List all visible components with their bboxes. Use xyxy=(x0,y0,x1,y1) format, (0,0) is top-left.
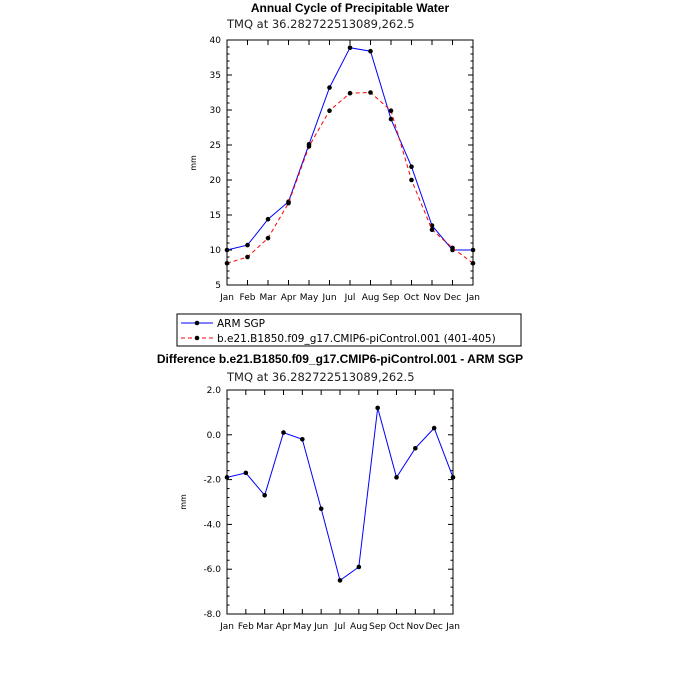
chart1-series-1-point xyxy=(245,254,250,260)
chart2-xtick-label: Mar xyxy=(256,622,273,632)
legend-marker-arm xyxy=(194,320,200,326)
chart1-series-1-point xyxy=(470,261,476,266)
legend-label-arm: ARM SGP xyxy=(217,318,265,330)
chart1-series-1-point xyxy=(306,144,312,149)
chart1-series-0-point xyxy=(265,216,271,222)
chart2-series-0-point xyxy=(281,430,286,435)
chart1-ytick-label: 35 xyxy=(210,71,221,81)
chart2-series-0-point xyxy=(431,425,437,431)
chart2-xtick-label: Dec xyxy=(425,622,442,632)
chart2-series-0-line xyxy=(226,407,454,582)
chart1-series-0-line xyxy=(226,47,473,251)
chart1-xtick-label: Dec xyxy=(444,293,461,303)
chart1-series-1-point xyxy=(224,261,230,266)
chart1-xtick-label: Sep xyxy=(383,293,400,303)
chart2-xtick-label: Feb xyxy=(238,622,254,632)
legend-label-model: b.e21.B1850.f09_g17.CMIP6-piControl.001 … xyxy=(217,333,496,345)
chart1-xtick-label: Feb xyxy=(240,293,256,303)
chart1-subtitle: TMQ at 36.282722513089,262.5 xyxy=(226,17,415,31)
chart1-series-0-point xyxy=(245,242,250,248)
chart1-xtick-label: Nov xyxy=(423,293,441,303)
chart2-series-0-point xyxy=(300,436,305,442)
chart2-series-0-point xyxy=(356,564,362,570)
chart1-ytick-label: 10 xyxy=(210,246,222,256)
chart1-series-0-point xyxy=(327,85,332,90)
chart1-ytick-label: 5 xyxy=(215,281,221,291)
chart2-series-0-point xyxy=(262,492,267,498)
chart1-series-0-point xyxy=(388,116,394,122)
chart1-ytick-label: 25 xyxy=(210,141,221,151)
chart2-xtick-label: Sep xyxy=(369,622,386,632)
legend-box xyxy=(176,313,522,347)
chart1-xtick-label: Aug xyxy=(362,293,380,303)
chart1-xtick-label: Oct xyxy=(404,293,420,303)
chart1-series-0-point xyxy=(368,48,373,54)
chart1-plot: 5 10 15 20 25 30 35 40 Jan Feb Mar Apr May Jun Jul Aug S… xyxy=(210,36,480,303)
chart2-ylabel: mm xyxy=(179,494,188,510)
chart2-series-0-point xyxy=(413,445,418,451)
chart1-series-0-point xyxy=(470,247,476,253)
chart2-xtick-label: Oct xyxy=(389,622,405,632)
legend-marker-model xyxy=(194,335,200,341)
chart2-xtick-label: May xyxy=(293,622,312,632)
chart1-series-1-point xyxy=(409,177,414,183)
chart2-title: Difference b.e21.B1850.f09_g17.CMIP6-piC… xyxy=(157,352,523,366)
chart1-series-1-point xyxy=(347,90,353,96)
chart2-xtick-label: Aug xyxy=(350,622,368,632)
chart1-title: Annual Cycle of Precipitable Water xyxy=(251,1,450,15)
chart2-ytick-label: -8.0 xyxy=(203,610,221,620)
chart1-xtick-label: Jan xyxy=(465,293,480,303)
chart2-xtick-label: Nov xyxy=(407,622,425,632)
chart1-ytick-label: 20 xyxy=(210,176,222,186)
chart2-ytick-label: -4.0 xyxy=(203,520,221,530)
chart2-ytick-label: 2.0 xyxy=(207,386,222,396)
chart1-series-1-point xyxy=(265,235,271,241)
chart2-xtick-label: Jul xyxy=(334,622,346,632)
chart1-frame xyxy=(226,39,474,286)
chart1-series-1-point xyxy=(327,108,332,113)
chart1-ytick-label: 15 xyxy=(210,211,221,221)
chart1-ylabel: mm xyxy=(189,155,198,171)
chart1-xtick-label: Jul xyxy=(344,293,356,303)
chart1-xtick-label: Jan xyxy=(219,293,234,303)
chart2-series-0-point xyxy=(243,470,249,476)
chart2-series-0-point xyxy=(318,506,324,512)
legend: ARM SGP b.e21.B1850.f09_g17.CMIP6-piCont… xyxy=(176,313,522,347)
chart1-series-0-point xyxy=(409,164,414,169)
chart1-xtick-label: Jun xyxy=(321,293,336,303)
chart2-xtick-label: Jan xyxy=(219,622,234,632)
chart2-xtick-label: Apr xyxy=(276,622,292,632)
chart2-ytick-label: -2.0 xyxy=(203,476,221,486)
chart1-series-1-point xyxy=(388,108,394,113)
chart1-series-1-point xyxy=(368,90,373,95)
chart1-series-1-point xyxy=(286,200,291,206)
chart2-plot: -8.0 -6.0 -4.0 -2.0 0.0 2.0 Jan Feb Mar Apr May Jun… xyxy=(203,386,460,632)
chart1-series-1-point xyxy=(429,227,435,232)
chart2-subtitle: TMQ at 36.282722513089,262.5 xyxy=(226,370,415,384)
chart1-series-1-point xyxy=(450,245,455,251)
chart1-series-0-point xyxy=(347,45,353,50)
chart2-series-0-point xyxy=(394,475,399,480)
chart1-series-0-point xyxy=(429,223,435,228)
chart2-ytick-label: 0.0 xyxy=(207,431,222,441)
chart2-series-0-point xyxy=(337,578,343,583)
chart1-xtick-label: Apr xyxy=(281,293,297,303)
chart1-ytick-label: 30 xyxy=(210,106,222,116)
chart2-xtick-label: Jun xyxy=(313,622,328,632)
chart1-ytick-label: 40 xyxy=(210,36,222,46)
chart2-ytick-label: -6.0 xyxy=(203,565,221,575)
chart1-series-1-line xyxy=(226,91,474,264)
chart1-series-0-point xyxy=(224,247,230,253)
chart1-xtick-label: Mar xyxy=(260,293,277,303)
chart2-series-0-point xyxy=(224,475,230,480)
chart2-series-0-point xyxy=(375,405,380,411)
chart2-xtick-label: Jan xyxy=(445,622,460,632)
chart1-xtick-label: May xyxy=(300,293,319,303)
chart2-series-0-point xyxy=(450,475,456,480)
